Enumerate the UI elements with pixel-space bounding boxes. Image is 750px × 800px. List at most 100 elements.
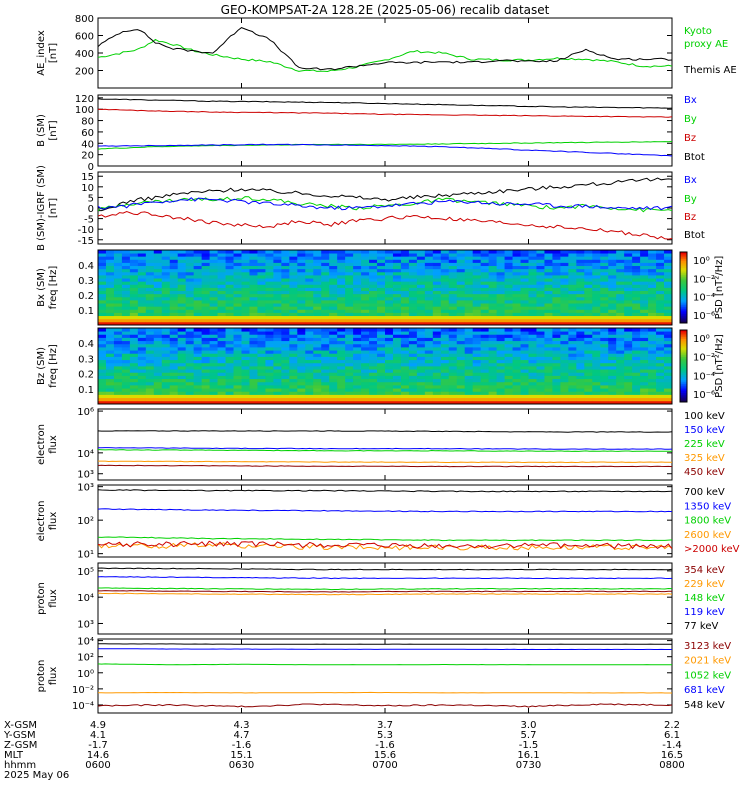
psd-cell <box>185 369 195 373</box>
psd-cell <box>480 366 490 370</box>
psd-cell <box>584 394 593 399</box>
psd-cell <box>544 253 553 257</box>
psd-cell <box>313 391 322 395</box>
psd-cell <box>265 385 274 389</box>
psd-cell <box>624 256 633 260</box>
psd-cell <box>249 250 258 254</box>
psd-cell <box>608 343 617 348</box>
psd-cell <box>600 256 609 260</box>
psd-cell <box>161 312 171 317</box>
psd-cell <box>241 356 250 361</box>
psd-cell <box>209 265 218 270</box>
psd-cell <box>432 259 442 263</box>
psd-cell <box>321 318 330 323</box>
ephem-value: 14.6 <box>87 750 109 761</box>
psd-cell <box>472 375 482 380</box>
psd-cell <box>560 343 569 348</box>
colorbar-cell <box>680 346 687 349</box>
colorbar-cell <box>680 349 687 353</box>
psd-cell <box>592 391 601 395</box>
psd-cell <box>337 350 346 354</box>
psd-cell <box>496 250 505 254</box>
psd-cell <box>536 306 545 310</box>
psd-cell <box>153 356 163 361</box>
psd-cell <box>488 259 498 263</box>
psd-cell <box>385 275 394 279</box>
psd-cell <box>241 375 250 380</box>
colorbar-label: 10⁻² <box>693 274 715 285</box>
psd-cell <box>249 347 258 351</box>
psd-cell <box>241 309 250 313</box>
psd-cell <box>289 394 298 399</box>
psd-cell <box>153 281 163 285</box>
psd-cell <box>249 340 258 345</box>
psd-cell <box>624 343 633 348</box>
psd-cell <box>137 312 147 317</box>
psd-cell <box>281 388 290 392</box>
psd-cell <box>552 281 561 285</box>
psd-cell <box>129 303 139 307</box>
psd-cell <box>432 278 442 282</box>
psd-cell <box>105 331 115 335</box>
psd-cell <box>185 312 195 317</box>
psd-cell <box>528 353 537 357</box>
psd-cell <box>432 293 442 298</box>
psd-cell <box>98 303 107 307</box>
psd-cell <box>400 271 410 276</box>
psd-cell <box>377 265 386 270</box>
psd-cell <box>440 293 450 298</box>
ytick-label: 100 <box>75 105 94 116</box>
psd-cell <box>225 372 234 376</box>
psd-cell <box>329 300 338 304</box>
psd-cell <box>145 250 155 254</box>
psd-cell <box>217 278 226 282</box>
psd-cell <box>329 369 338 373</box>
psd-cell <box>345 362 354 367</box>
psd-cell <box>265 400 274 405</box>
psd-cell <box>512 337 521 342</box>
psd-cell <box>337 309 346 313</box>
psd-cell <box>464 262 474 267</box>
psd-cell <box>153 391 163 395</box>
psd-cell <box>400 359 410 364</box>
psd-cell <box>544 293 553 298</box>
psd-cell <box>161 271 171 276</box>
ephem-value: -1.4 <box>662 740 682 751</box>
psd-cell <box>321 366 330 370</box>
psd-cell <box>608 278 617 282</box>
psd-cell <box>257 347 266 351</box>
psd-cell <box>385 353 394 357</box>
psd-cell <box>265 378 274 383</box>
psd-cell <box>145 300 155 304</box>
psd-cell <box>217 265 226 270</box>
psd-cell <box>632 293 641 298</box>
psd-cell <box>408 343 418 348</box>
psd-cell <box>536 284 545 288</box>
psd-cell <box>329 278 338 282</box>
psd-cell <box>193 259 203 263</box>
psd-cell <box>257 385 266 389</box>
psd-cell <box>137 331 147 335</box>
psd-cell <box>225 381 234 386</box>
psd-cell <box>265 284 274 288</box>
psd-cell <box>664 343 673 348</box>
psd-cell <box>121 300 131 304</box>
psd-cell <box>185 300 195 304</box>
psd-cell <box>129 366 139 370</box>
psd-cell <box>377 259 386 263</box>
psd-cell <box>640 400 649 405</box>
ylabel-line1: Bx (SM) <box>36 268 47 307</box>
psd-cell <box>98 356 107 361</box>
psd-cell <box>241 362 250 367</box>
psd-cell <box>113 369 123 373</box>
psd-cell <box>185 378 195 383</box>
psd-cell <box>480 397 490 402</box>
psd-cell <box>281 372 290 376</box>
psd-cell <box>528 321 537 326</box>
psd-cell <box>241 388 250 392</box>
psd-cell <box>145 281 155 285</box>
psd-cell <box>480 296 490 301</box>
psd-cell <box>233 300 242 304</box>
psd-cell <box>113 381 123 386</box>
psd-cell <box>432 381 442 386</box>
